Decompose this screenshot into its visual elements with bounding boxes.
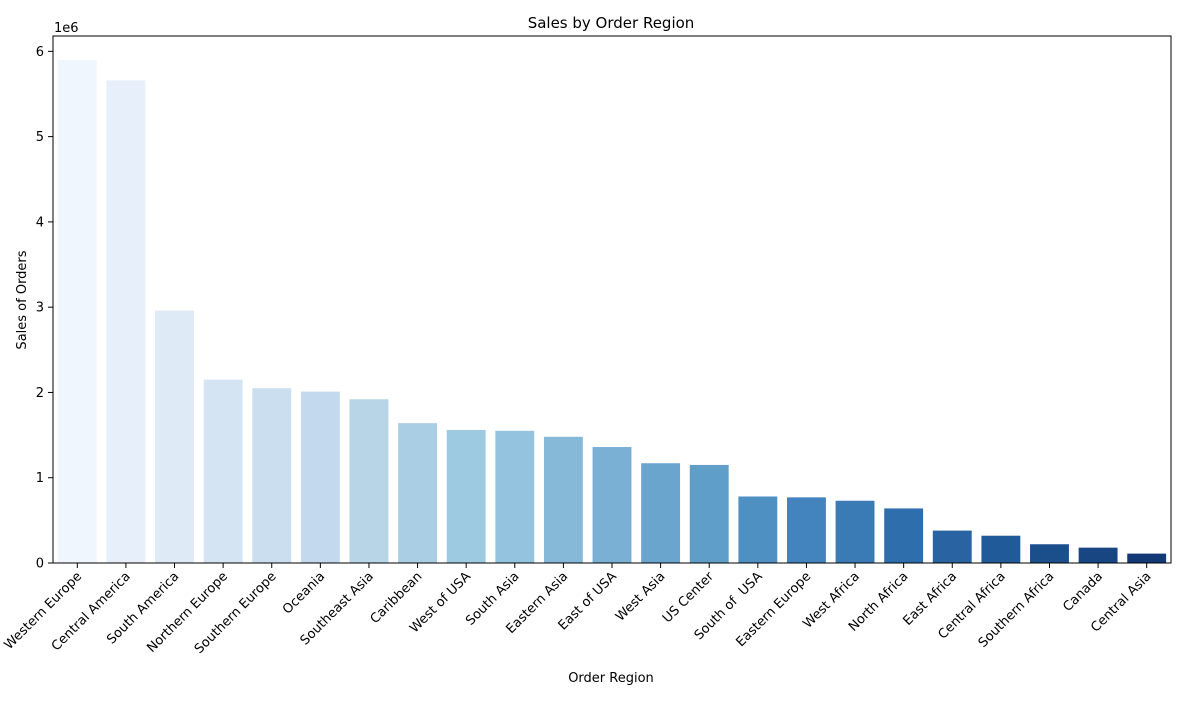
x-tick-label: Northern Europe [144, 569, 231, 656]
bar-south-america [155, 310, 194, 563]
y-tick-label: 5 [36, 130, 44, 145]
bar-western-europe [57, 59, 97, 564]
bar-canada [1078, 547, 1118, 563]
bar-southern-europe [252, 388, 292, 563]
bar-northern-europe [203, 379, 243, 563]
bars-group [57, 59, 1167, 564]
x-tick-label: Oceania [280, 569, 328, 617]
x-tick-label: Southern Europe [192, 569, 280, 657]
bar-north-africa [884, 508, 924, 563]
y-tick-label: 0 [36, 557, 44, 572]
bar-eastern-europe [786, 497, 826, 563]
bar-west-africa [835, 500, 875, 563]
y-tick-label: 6 [36, 45, 44, 60]
bar-east-africa [932, 530, 972, 563]
y-axis-offset-text: 1e6 [54, 21, 79, 36]
bar-south-of-usa [738, 496, 778, 563]
bar-central-africa [981, 535, 1021, 563]
bar-caribbean [398, 423, 438, 563]
bar-southern-africa [1030, 544, 1069, 563]
y-tick-label: 3 [36, 301, 44, 316]
bar-us-center [689, 464, 729, 563]
y-axis-label: Sales of Orders [15, 250, 30, 349]
bar-west-asia [641, 463, 681, 563]
bar-eastern-asia [543, 436, 583, 563]
y-axis: 0 1 2 3 4 5 6 [36, 45, 53, 572]
bar-southeast-asia [349, 399, 389, 563]
y-tick-label: 2 [36, 386, 44, 401]
y-tick-label: 4 [36, 215, 44, 230]
bar-south-asia [495, 430, 535, 563]
bar-central-america [106, 80, 146, 563]
bar-west-of-usa [446, 429, 486, 563]
plot-frame [52, 35, 1172, 564]
x-tick-label: Canada [1060, 569, 1106, 615]
bar-oceania [300, 391, 340, 563]
bar-central-asia [1127, 553, 1167, 563]
chart-title: Sales by Order Region [528, 14, 695, 32]
y-tick-label: 1 [36, 471, 44, 486]
bar-east-of-usa [592, 447, 632, 563]
x-axis-label: Order Region [568, 671, 654, 686]
